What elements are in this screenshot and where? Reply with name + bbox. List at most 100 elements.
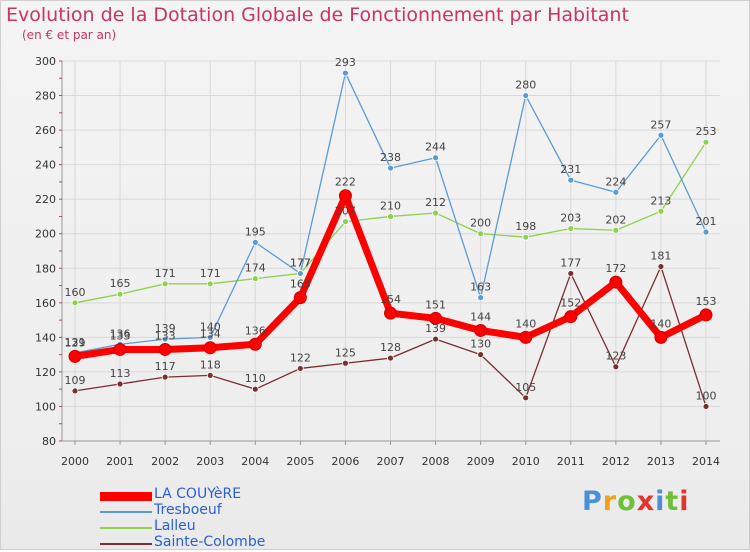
y-tick-label: 260	[35, 124, 56, 137]
data-label: 129	[65, 336, 86, 349]
data-point	[387, 213, 394, 220]
data-label: 177	[290, 256, 311, 269]
data-point	[474, 323, 488, 337]
data-label: 136	[245, 324, 266, 337]
logo-letter: P	[582, 486, 603, 517]
proxiti-logo: Proxiti	[582, 486, 690, 517]
value-label-layer: 129 133 133 134 136 163 222 154 151 144 140 152 172 1…	[65, 56, 717, 402]
legend-label: Lalleu	[154, 518, 196, 534]
data-label: 140	[650, 317, 671, 330]
logo-letter: i	[655, 486, 666, 517]
legend-swatch	[100, 543, 152, 545]
data-point	[161, 335, 169, 343]
logo-letter: i	[679, 486, 690, 517]
logo-letter: t	[665, 486, 680, 517]
x-tick-label: 2004	[241, 455, 269, 468]
data-point	[158, 342, 172, 356]
x-tick-label: 2008	[422, 455, 450, 468]
data-point	[296, 270, 304, 277]
data-point	[432, 154, 439, 162]
data-label: 293	[335, 56, 356, 69]
data-point	[567, 176, 575, 184]
x-tick-label: 2005	[286, 455, 314, 468]
data-label: 153	[696, 295, 717, 308]
data-point	[612, 363, 620, 371]
data-label: 198	[515, 220, 536, 233]
legend-swatch	[100, 511, 152, 513]
data-label: 154	[380, 293, 401, 306]
data-label: 110	[245, 372, 266, 385]
y-tick-label: 280	[35, 90, 56, 103]
legend-label: Sainte-Colombe	[154, 534, 266, 550]
data-point	[609, 275, 623, 289]
logo-letter: o	[617, 486, 637, 517]
data-point	[522, 233, 530, 241]
data-point	[567, 270, 575, 277]
data-label: 118	[200, 358, 221, 371]
data-label: 151	[425, 298, 446, 311]
data-label: 117	[155, 360, 176, 373]
x-tick-label: 2001	[106, 455, 134, 468]
data-label: 140	[515, 317, 536, 330]
data-label: 222	[335, 176, 356, 189]
data-point	[702, 228, 710, 236]
data-point	[342, 218, 349, 226]
chart-subtitle: (en € et par an)	[22, 28, 117, 42]
data-label: 174	[245, 262, 266, 275]
y-tick-label: 80	[42, 435, 56, 448]
data-label: 244	[425, 141, 446, 154]
data-point	[519, 330, 533, 344]
data-label: 212	[425, 196, 446, 209]
data-point	[251, 275, 259, 283]
data-label: 257	[650, 118, 671, 131]
data-point	[384, 306, 397, 320]
data-point	[564, 310, 578, 324]
x-tick-label: 2007	[377, 455, 405, 468]
data-point	[522, 394, 530, 402]
data-point	[387, 164, 394, 172]
data-point	[116, 380, 124, 388]
data-point	[161, 280, 169, 288]
x-tick-label: 2010	[512, 455, 540, 468]
data-label: 201	[696, 215, 717, 228]
data-point	[654, 330, 668, 344]
data-label: 207	[335, 205, 356, 218]
data-label: 139	[155, 322, 176, 335]
data-point	[342, 69, 349, 77]
data-point	[699, 308, 713, 322]
data-label: 109	[65, 374, 86, 387]
data-label: 134	[200, 328, 221, 341]
data-point	[477, 294, 485, 302]
data-point	[477, 351, 485, 359]
data-point	[203, 341, 217, 355]
data-point	[702, 403, 710, 410]
data-point	[477, 230, 485, 238]
data-point	[68, 349, 82, 363]
data-label: 125	[335, 346, 356, 359]
data-label: 280	[515, 79, 536, 92]
x-tick-label: 2002	[151, 455, 179, 468]
data-label: 130	[470, 338, 491, 351]
data-point	[296, 365, 304, 372]
x-tick-label: 2011	[557, 455, 585, 468]
data-point	[567, 225, 575, 232]
data-label: 128	[380, 341, 401, 354]
y-tick-label: 100	[35, 400, 56, 413]
data-label: 133	[155, 329, 176, 342]
data-label: 231	[560, 163, 581, 176]
series-layer	[68, 69, 713, 410]
data-point	[432, 335, 439, 343]
data-point	[71, 299, 79, 307]
legend-item: Tresboeuf	[100, 502, 340, 520]
data-label: 144	[470, 310, 491, 323]
data-label: 200	[470, 217, 491, 230]
y-tick-label: 200	[35, 228, 56, 241]
data-label: 140	[200, 320, 221, 333]
x-tick-label: 2003	[196, 455, 224, 468]
data-label: 181	[650, 250, 671, 263]
data-label: 224	[605, 175, 626, 188]
data-label: 177	[560, 256, 581, 269]
legend-label: LA COUYèRE	[154, 486, 242, 502]
x-tick-label: 2013	[647, 455, 675, 468]
